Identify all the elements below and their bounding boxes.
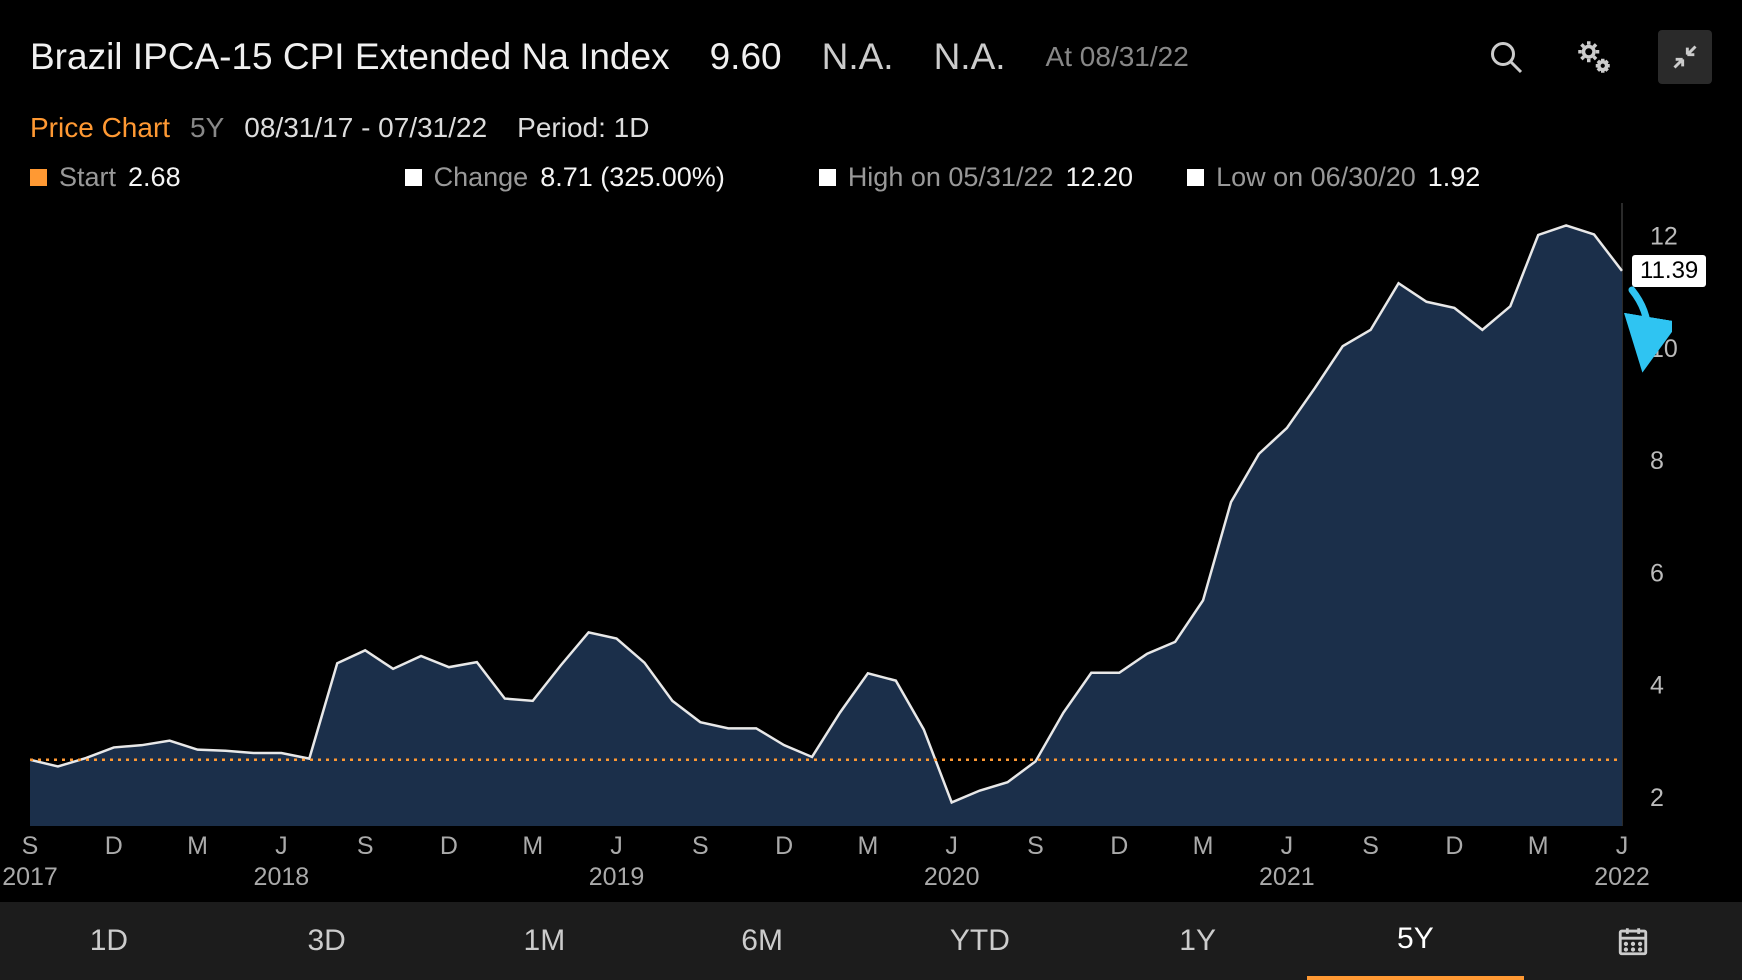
x-tick: D [775, 832, 793, 861]
gear-icon[interactable] [1570, 33, 1618, 81]
x-tick: J2022 [1594, 832, 1650, 892]
x-tick: D [1445, 832, 1463, 861]
y-tick-label: 10 [1650, 335, 1678, 363]
x-tick: J2018 [254, 832, 310, 892]
range-3d[interactable]: 3D [218, 902, 436, 980]
legend-start-value: 2.68 [128, 162, 181, 193]
x-tick: S2017 [2, 832, 58, 892]
x-tick: M [187, 832, 208, 861]
collapse-icon[interactable] [1658, 30, 1712, 84]
chart-type-label: Price Chart [30, 112, 170, 144]
change-na: N.A. [822, 36, 894, 78]
x-tick: S [692, 832, 709, 861]
instrument-title: Brazil IPCA-15 CPI Extended Na Index [30, 36, 670, 78]
range-5y[interactable]: 5Y [1307, 902, 1525, 980]
range-6m[interactable]: 6M [653, 902, 871, 980]
calendar-icon[interactable] [1524, 902, 1742, 980]
legend-swatch-low [1187, 169, 1204, 186]
x-tick: J2020 [924, 832, 980, 892]
legend-high-label: High on 05/31/22 [848, 162, 1054, 193]
x-tick: D [1110, 832, 1128, 861]
legend-low-value: 1.92 [1428, 162, 1481, 193]
legend-high-value: 12.20 [1065, 162, 1133, 193]
legend-swatch-change [405, 169, 422, 186]
x-tick: S [1027, 832, 1044, 861]
x-tick: S [1362, 832, 1379, 861]
x-tick: D [440, 832, 458, 861]
legend-change-label: Change [434, 162, 529, 193]
legend-high: High on 05/31/22 12.20 [819, 162, 1133, 193]
y-tick-label: 6 [1650, 559, 1664, 587]
range-1m[interactable]: 1M [436, 902, 654, 980]
legend-start-label: Start [59, 162, 116, 193]
pct-na: N.A. [934, 36, 1006, 78]
range-1y[interactable]: 1Y [1089, 902, 1307, 980]
price-chart-svg: 2 4 6 8 10 12 [30, 203, 1712, 826]
range-length-label: 5Y [190, 112, 224, 144]
x-tick: J2021 [1259, 832, 1315, 892]
subheader-row: Price Chart 5Y 08/31/17 - 07/31/22 Perio… [30, 112, 1712, 144]
legend-low: Low on 06/30/20 1.92 [1187, 162, 1480, 193]
x-tick: M [1193, 832, 1214, 861]
legend-start: Start 2.68 [30, 162, 181, 193]
x-tick: D [105, 832, 123, 861]
legend-swatch-start [30, 169, 47, 186]
legend-swatch-high [819, 169, 836, 186]
x-tick: S [357, 832, 374, 861]
x-tick: M [522, 832, 543, 861]
chart-area[interactable]: 2 4 6 8 10 12 11.39 [30, 203, 1712, 826]
x-tick: M [857, 832, 878, 861]
last-price-badge: 11.39 [1632, 255, 1706, 287]
legend-change: Change 8.71 (325.00%) [405, 162, 725, 193]
last-value: 9.60 [710, 36, 782, 78]
x-tick: J2019 [589, 832, 645, 892]
legend-low-label: Low on 06/30/20 [1216, 162, 1416, 193]
search-icon[interactable] [1482, 33, 1530, 81]
y-tick-label: 2 [1650, 784, 1664, 812]
x-tick: M [1528, 832, 1549, 861]
y-tick-label: 12 [1650, 223, 1678, 251]
y-tick-label: 4 [1650, 672, 1664, 700]
period-label: Period: 1D [517, 112, 649, 144]
header-row: Brazil IPCA-15 CPI Extended Na Index 9.6… [30, 30, 1712, 84]
as-of-date: At 08/31/22 [1046, 41, 1189, 73]
date-range-label: 08/31/17 - 07/31/22 [244, 112, 487, 144]
range-ytd[interactable]: YTD [871, 902, 1089, 980]
legend-change-value: 8.71 (325.00%) [540, 162, 725, 193]
legend-row: Start 2.68 Change 8.71 (325.00%) High on… [30, 162, 1712, 193]
x-axis: S2017DMJ2018SDMJ2019SDMJ2020SDMJ2021SDMJ… [30, 832, 1712, 902]
y-tick-label: 8 [1650, 447, 1664, 475]
range-selector: 1D3D1M6MYTD1Y5Y [0, 902, 1742, 980]
range-1d[interactable]: 1D [0, 902, 218, 980]
